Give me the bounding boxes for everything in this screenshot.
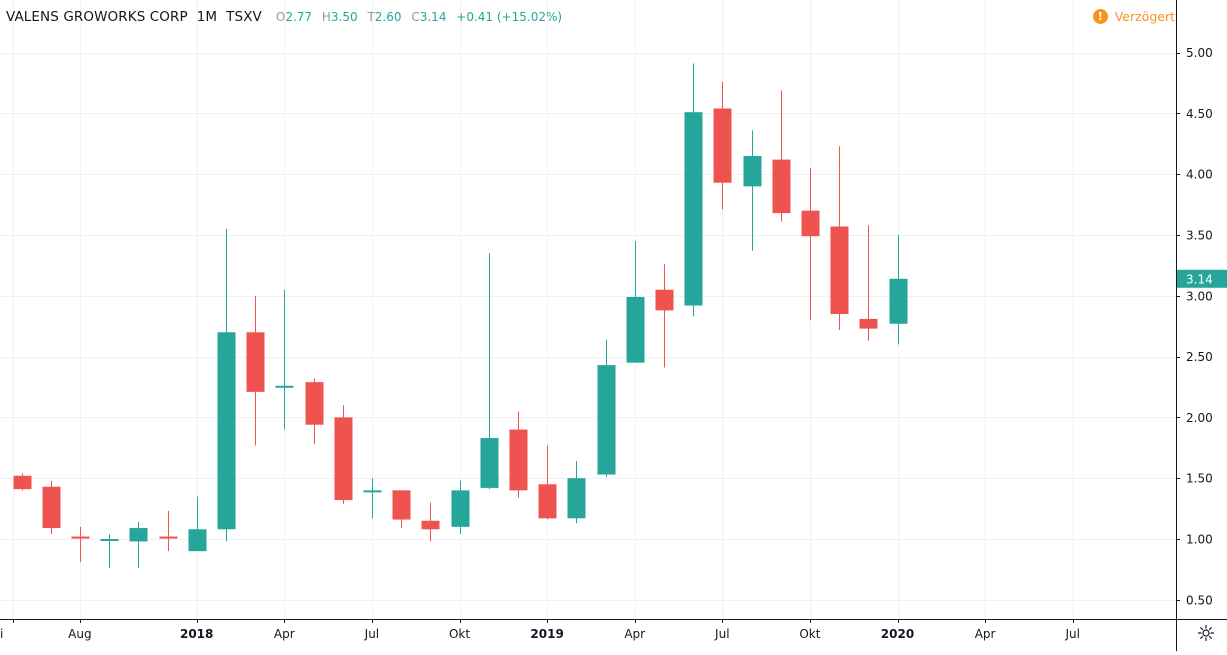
ohlc-values: O2.77 H3.50 T2.60 C3.14 +0.41 (+15.02%) bbox=[276, 10, 568, 24]
time-axis[interactable]: i Aug 2018 Apr Jul Okt 2019 Apr Jul Okt 2020 Apr Jul bbox=[0, 619, 1080, 641]
candle-body bbox=[71, 536, 90, 539]
x-tick-label: i bbox=[0, 627, 3, 641]
delayed-data-notice[interactable]: ! Verzögert bbox=[1092, 9, 1175, 24]
x-tick-label: Apr bbox=[274, 627, 295, 641]
candle-body bbox=[13, 475, 32, 490]
close-label: C bbox=[411, 10, 420, 24]
open-value: 2.77 bbox=[285, 10, 313, 24]
last-price-marker: 3.14 bbox=[1177, 269, 1227, 288]
candle-body bbox=[480, 438, 499, 488]
y-tick-label: 2.50 bbox=[1186, 350, 1213, 364]
price-axis[interactable]: 0.50 1.00 1.50 2.00 2.50 3.00 3.50 4.00 4.50 5.00 bbox=[1176, 46, 1213, 607]
y-tick-label: 4.50 bbox=[1186, 107, 1213, 121]
y-tick-label: 0.50 bbox=[1186, 593, 1213, 607]
candle-body bbox=[421, 520, 440, 530]
candle-body bbox=[392, 490, 411, 520]
candle-body bbox=[743, 155, 762, 187]
y-tick-label: 4.00 bbox=[1186, 168, 1213, 182]
low-value: 2.60 bbox=[374, 10, 402, 24]
x-tick-label: 2020 bbox=[881, 627, 914, 641]
y-tick-label: 3.00 bbox=[1186, 289, 1213, 303]
candle-body bbox=[159, 536, 178, 539]
x-tick-label: 2018 bbox=[180, 627, 213, 641]
candle-body bbox=[129, 528, 148, 542]
grid-lines bbox=[0, 0, 1176, 619]
candle-body bbox=[859, 318, 878, 329]
candle-body bbox=[246, 332, 265, 392]
gear-icon[interactable] bbox=[1197, 624, 1215, 642]
high-value: 3.50 bbox=[330, 10, 358, 24]
close-value: 3.14 bbox=[419, 10, 447, 24]
change-value: +0.41 (+15.02%) bbox=[456, 10, 563, 24]
x-tick-label: Okt bbox=[449, 627, 470, 641]
candle-body bbox=[100, 539, 119, 541]
candle-body bbox=[626, 297, 645, 363]
interval-label[interactable]: 1M bbox=[196, 9, 218, 25]
last-price-box bbox=[1177, 269, 1227, 288]
x-tick-label: Jul bbox=[714, 627, 729, 641]
exchange-label: TSXV bbox=[226, 9, 262, 25]
x-tick-label: Aug bbox=[68, 627, 91, 641]
candle-body bbox=[772, 159, 791, 214]
candle-body bbox=[713, 108, 732, 183]
candle-series bbox=[13, 63, 908, 569]
last-price-label: 3.14 bbox=[1186, 272, 1213, 286]
x-tick-label: Apr bbox=[975, 627, 996, 641]
candle-body bbox=[801, 210, 820, 237]
low-label: T bbox=[367, 10, 375, 24]
y-tick-label: 1.50 bbox=[1186, 472, 1213, 486]
candle-body bbox=[334, 417, 353, 501]
y-tick-label: 5.00 bbox=[1186, 46, 1213, 60]
y-tick-label: 3.50 bbox=[1186, 229, 1213, 243]
high-label: H bbox=[321, 10, 331, 24]
delayed-label: Verzögert bbox=[1114, 9, 1175, 24]
y-tick-label: 1.00 bbox=[1186, 533, 1213, 547]
candle-body bbox=[275, 385, 294, 388]
candle-body bbox=[42, 486, 61, 529]
symbol-legend: VALENS GROWORKS CORP 1M TSXV O2.77 H3.50… bbox=[6, 9, 568, 25]
open-label: O bbox=[275, 10, 286, 24]
symbol-name[interactable]: VALENS GROWORKS CORP bbox=[6, 9, 188, 25]
candle-body bbox=[567, 478, 586, 519]
x-tick-label: Jul bbox=[1064, 627, 1079, 641]
candle-body bbox=[451, 490, 470, 527]
candle-body bbox=[188, 529, 207, 552]
x-tick-label: Jul bbox=[364, 627, 379, 641]
candle-body bbox=[655, 289, 674, 311]
candle-body bbox=[509, 429, 528, 491]
candle-body bbox=[363, 490, 382, 493]
candle-body bbox=[305, 382, 324, 425]
candle-body bbox=[684, 112, 703, 306]
candle-body bbox=[830, 226, 849, 315]
y-tick-label: 2.00 bbox=[1186, 411, 1213, 425]
candle-body bbox=[217, 332, 236, 530]
warning-icon: ! bbox=[1092, 9, 1108, 24]
x-tick-label: Apr bbox=[624, 627, 645, 641]
candle-body bbox=[597, 365, 616, 475]
x-tick-label: Okt bbox=[799, 627, 820, 641]
candle-body bbox=[889, 278, 908, 324]
x-tick-label: 2019 bbox=[530, 627, 563, 641]
candle-body bbox=[538, 484, 557, 519]
